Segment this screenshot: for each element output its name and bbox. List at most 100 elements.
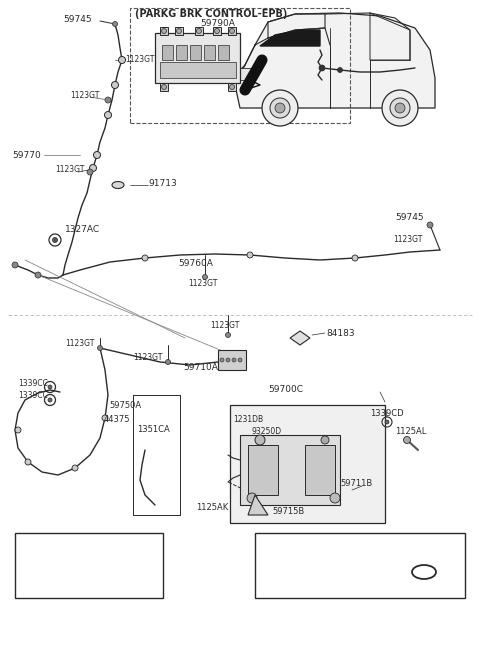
Text: 1327AC: 1327AC: [65, 225, 100, 235]
Text: 59715B: 59715B: [272, 507, 304, 517]
Circle shape: [321, 436, 329, 444]
Text: 1731JF: 1731JF: [260, 536, 288, 544]
Text: 1339CC: 1339CC: [18, 378, 48, 387]
Circle shape: [385, 420, 389, 424]
Circle shape: [89, 165, 96, 171]
Circle shape: [142, 255, 148, 261]
Circle shape: [395, 103, 405, 113]
Circle shape: [112, 22, 118, 26]
Text: 1125AL: 1125AL: [395, 428, 426, 436]
Text: 1123GT: 1123GT: [393, 235, 422, 244]
Text: 59700C: 59700C: [268, 386, 303, 395]
Text: 44375: 44375: [104, 416, 131, 424]
Circle shape: [262, 90, 298, 126]
Circle shape: [166, 360, 170, 364]
Bar: [230, 405, 385, 523]
Text: 59711B: 59711B: [340, 480, 372, 488]
Circle shape: [102, 415, 108, 421]
Circle shape: [105, 111, 111, 119]
Circle shape: [177, 28, 181, 34]
Bar: [160, 62, 236, 78]
Circle shape: [161, 84, 167, 90]
Circle shape: [404, 436, 410, 444]
Ellipse shape: [112, 181, 124, 188]
Circle shape: [280, 564, 296, 580]
Bar: [155, 33, 240, 83]
Bar: [175, 27, 183, 35]
Circle shape: [94, 152, 100, 159]
Text: 1123GT: 1123GT: [55, 165, 84, 175]
Bar: [228, 83, 236, 91]
Circle shape: [35, 272, 41, 278]
Bar: [218, 45, 229, 60]
Text: 93830: 93830: [95, 536, 124, 544]
Text: 1123GU: 1123GU: [22, 536, 59, 544]
Circle shape: [284, 568, 292, 576]
Text: 1339CD: 1339CD: [370, 409, 404, 418]
Text: 1123GT: 1123GT: [125, 55, 155, 65]
Circle shape: [319, 65, 325, 71]
Text: 1123GT: 1123GT: [70, 90, 99, 100]
Bar: [237, 68, 252, 80]
Text: 59745: 59745: [395, 214, 424, 223]
Bar: [305, 445, 335, 495]
Circle shape: [35, 567, 45, 577]
Circle shape: [15, 427, 21, 433]
Bar: [204, 45, 215, 60]
Text: 84183: 84183: [326, 328, 355, 337]
Circle shape: [232, 358, 236, 362]
Circle shape: [382, 90, 418, 126]
Circle shape: [119, 57, 125, 63]
Bar: [190, 45, 201, 60]
Circle shape: [270, 98, 290, 118]
Bar: [160, 83, 168, 91]
Circle shape: [25, 459, 31, 465]
Circle shape: [97, 345, 103, 351]
Circle shape: [275, 103, 285, 113]
Circle shape: [52, 237, 58, 243]
Text: 59770: 59770: [12, 150, 41, 159]
Bar: [240, 435, 340, 505]
Text: 1339CC: 1339CC: [18, 391, 48, 401]
Text: 1123GT: 1123GT: [188, 279, 217, 287]
Bar: [255, 533, 465, 598]
Circle shape: [229, 84, 235, 90]
Text: 59760A: 59760A: [178, 258, 213, 268]
Circle shape: [48, 385, 52, 389]
Circle shape: [330, 493, 340, 503]
Bar: [213, 27, 221, 35]
Circle shape: [12, 262, 18, 268]
Circle shape: [203, 275, 207, 279]
Text: 83397: 83397: [393, 536, 420, 544]
Circle shape: [105, 97, 111, 103]
Circle shape: [255, 435, 265, 445]
Circle shape: [352, 255, 358, 261]
Circle shape: [111, 82, 119, 88]
Circle shape: [196, 28, 202, 34]
Circle shape: [390, 98, 410, 118]
Bar: [228, 27, 236, 35]
Text: 1351CA: 1351CA: [137, 426, 170, 434]
Text: 1123GT: 1123GT: [210, 320, 240, 330]
Text: 1123GT: 1123GT: [65, 339, 95, 347]
Polygon shape: [290, 331, 310, 345]
Polygon shape: [248, 495, 268, 515]
Text: 59750A: 59750A: [109, 401, 141, 409]
Bar: [162, 45, 173, 60]
Bar: [195, 27, 203, 35]
Circle shape: [161, 28, 167, 34]
Bar: [160, 27, 168, 35]
Ellipse shape: [415, 568, 433, 576]
Text: 1123GT: 1123GT: [133, 353, 162, 362]
Circle shape: [247, 493, 257, 503]
Circle shape: [215, 28, 219, 34]
Circle shape: [247, 252, 253, 258]
Text: 91713: 91713: [148, 179, 177, 188]
Circle shape: [427, 222, 433, 228]
Bar: [15, 533, 163, 598]
Bar: [130, 8, 350, 123]
Text: 59790A: 59790A: [200, 18, 235, 28]
Bar: [176, 45, 187, 60]
Circle shape: [238, 358, 242, 362]
Text: 1231DB: 1231DB: [233, 416, 263, 424]
